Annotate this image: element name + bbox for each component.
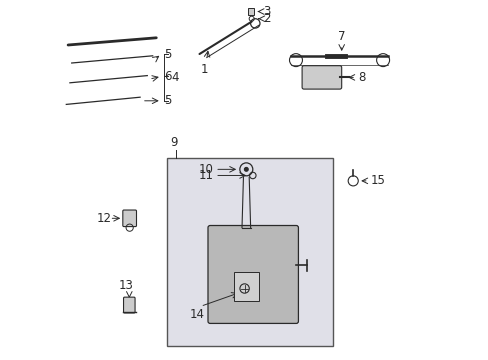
FancyBboxPatch shape [123, 297, 135, 313]
Text: 14: 14 [189, 308, 204, 321]
Text: 7: 7 [337, 30, 345, 43]
FancyBboxPatch shape [122, 210, 136, 226]
FancyBboxPatch shape [207, 225, 298, 323]
Text: 4: 4 [171, 71, 179, 84]
FancyBboxPatch shape [247, 8, 254, 15]
Text: 13: 13 [118, 279, 133, 292]
Text: 2: 2 [263, 12, 270, 25]
Text: 9: 9 [170, 136, 178, 149]
FancyBboxPatch shape [167, 158, 332, 346]
Text: 6: 6 [164, 70, 171, 83]
Text: 12: 12 [97, 212, 112, 225]
Text: 10: 10 [198, 163, 213, 176]
Text: 15: 15 [370, 174, 385, 187]
Text: 11: 11 [198, 169, 213, 182]
Text: 3: 3 [263, 5, 270, 18]
FancyBboxPatch shape [302, 66, 341, 89]
Text: 8: 8 [357, 71, 365, 84]
FancyBboxPatch shape [233, 272, 259, 301]
Text: 5: 5 [164, 94, 171, 107]
Text: 1: 1 [201, 63, 208, 76]
Circle shape [244, 167, 247, 171]
Text: 5: 5 [164, 48, 171, 60]
